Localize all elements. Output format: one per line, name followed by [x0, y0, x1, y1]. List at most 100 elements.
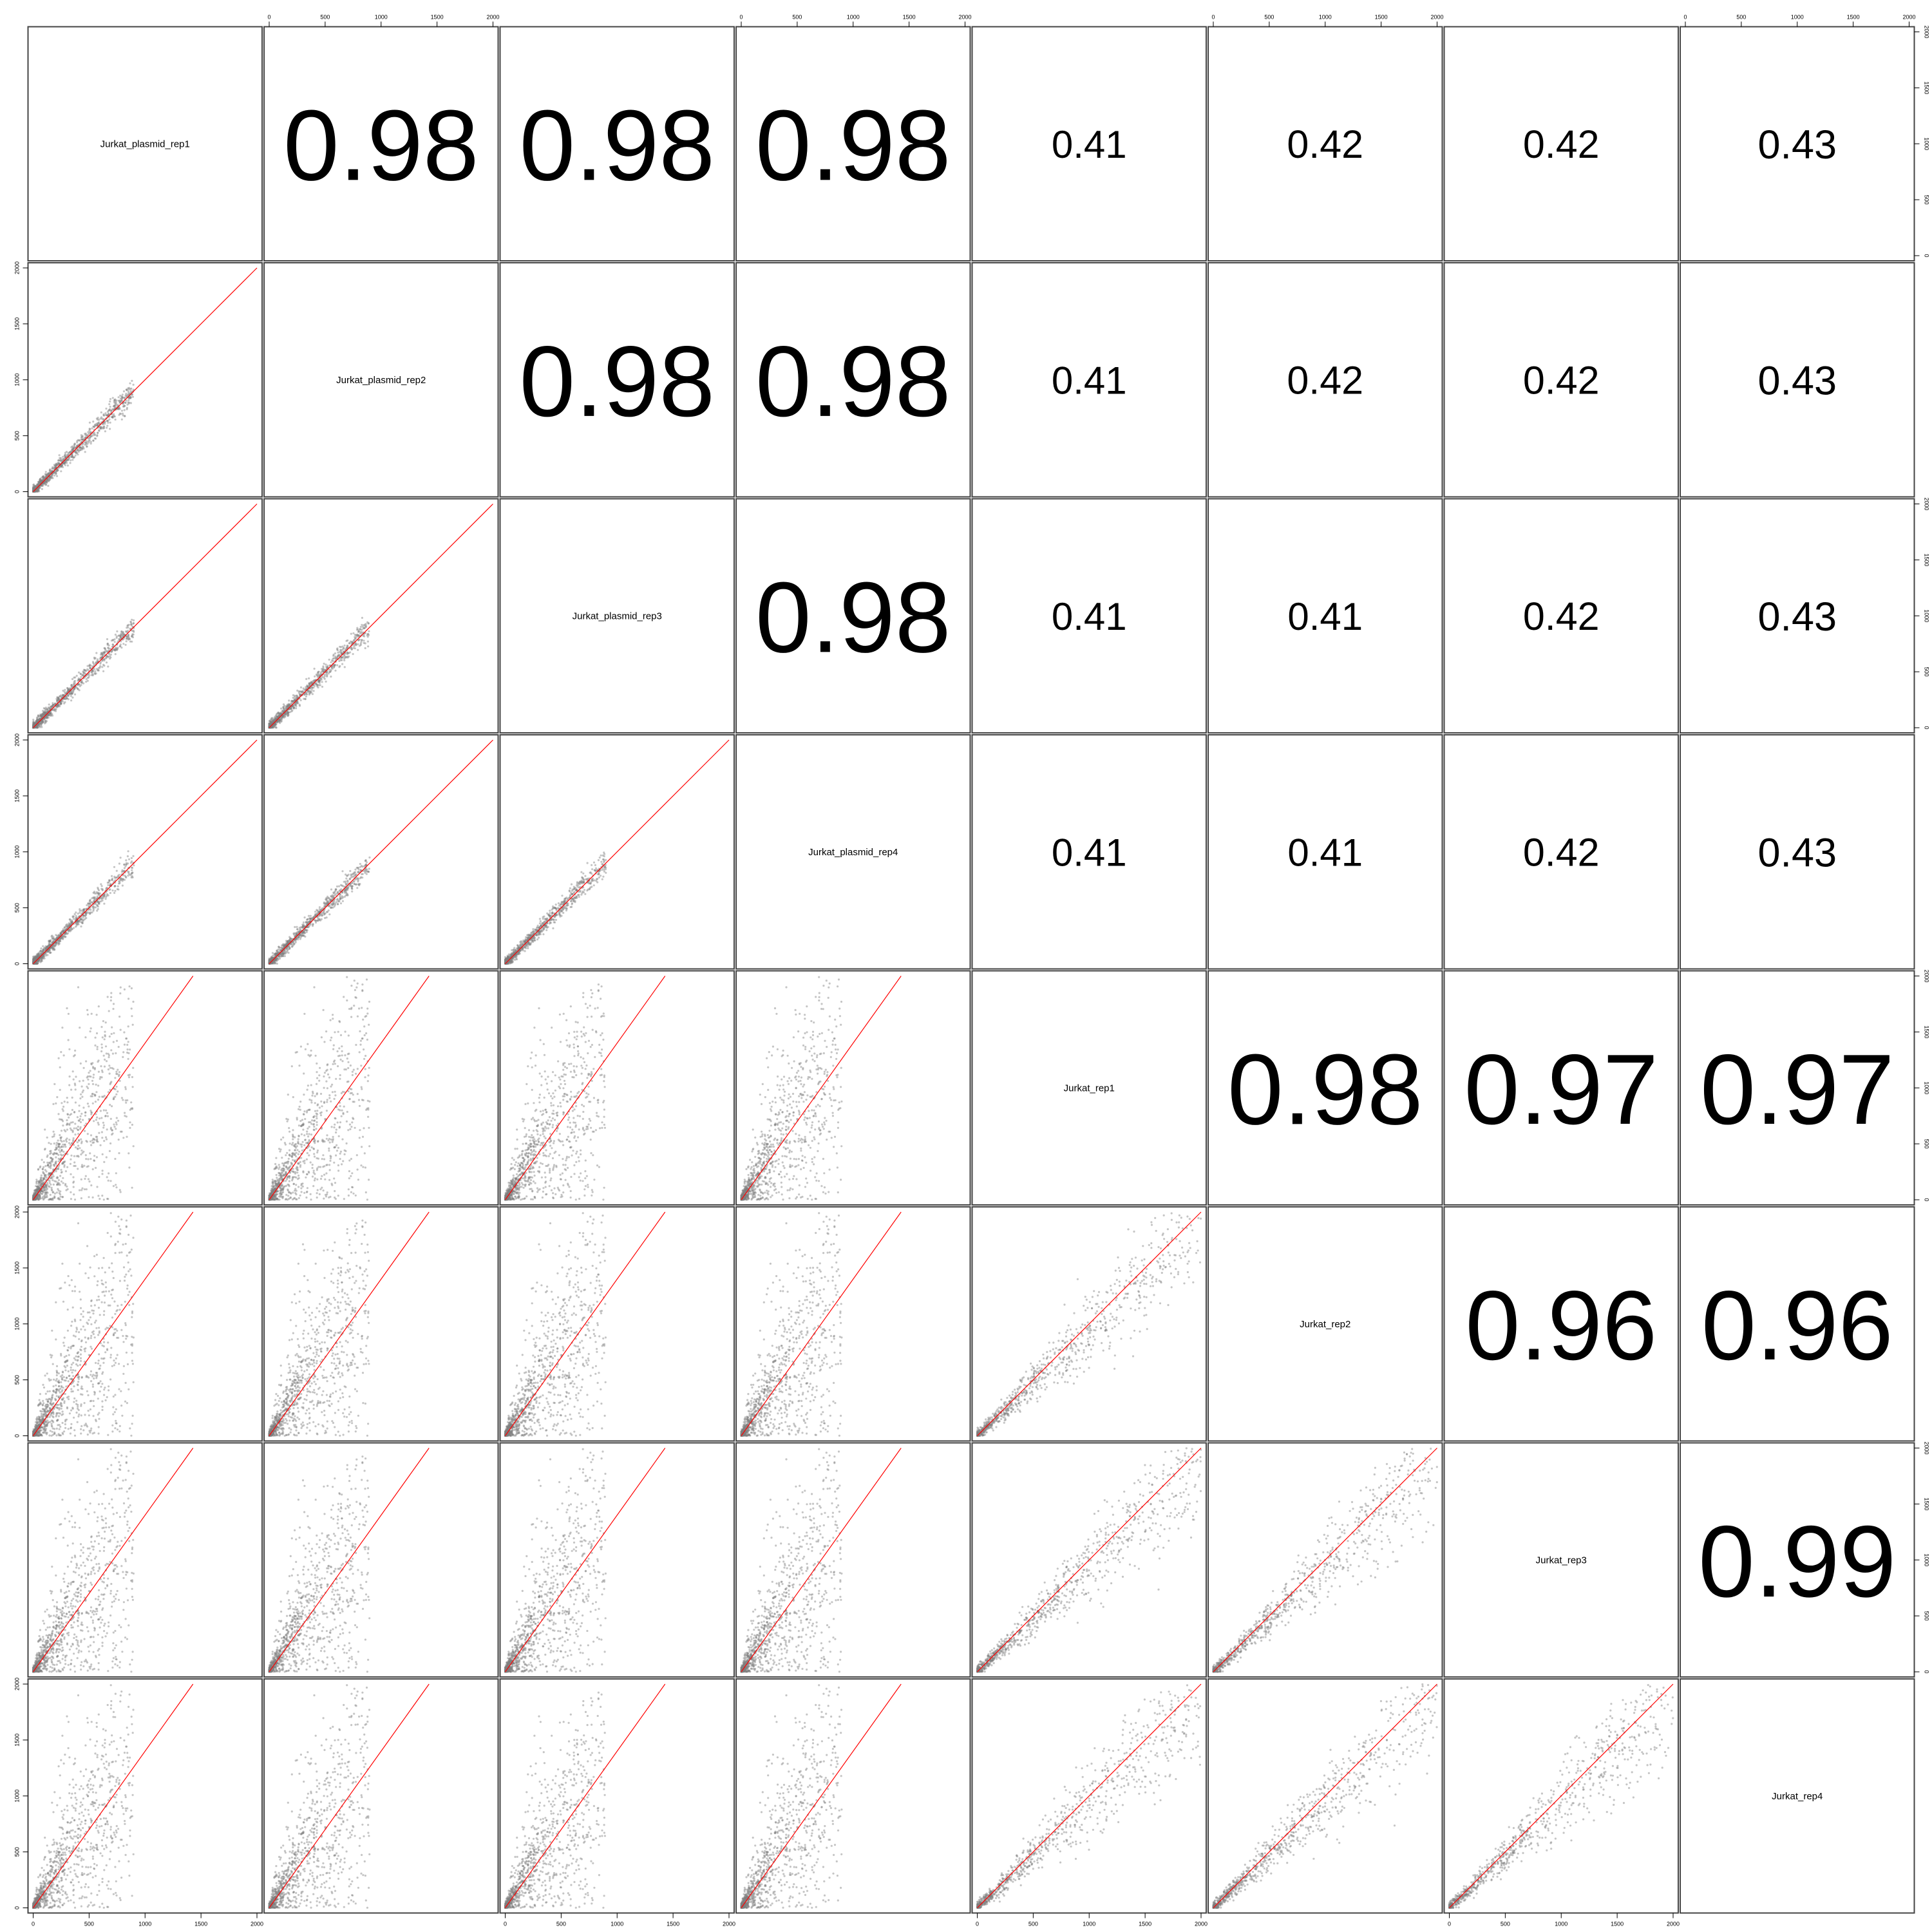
- data-point: [336, 885, 339, 888]
- data-point: [91, 427, 93, 430]
- data-point: [346, 879, 349, 882]
- data-point: [339, 889, 341, 891]
- data-point: [341, 663, 344, 665]
- data-point: [367, 634, 370, 636]
- data-point: [97, 422, 100, 424]
- data-point: [301, 926, 303, 929]
- data-point: [50, 476, 53, 478]
- data-point: [73, 693, 77, 696]
- data-point: [50, 471, 52, 473]
- data-point: [341, 870, 344, 873]
- data-point: [330, 676, 332, 678]
- data-point: [357, 630, 359, 633]
- data-point: [82, 671, 85, 674]
- data-point: [537, 936, 540, 939]
- data-point: [97, 417, 99, 419]
- data-point: [37, 483, 39, 486]
- data-point: [328, 896, 330, 900]
- data-point: [345, 656, 348, 659]
- data-point: [49, 712, 52, 714]
- data-point: [299, 686, 303, 688]
- data-point: [308, 925, 310, 927]
- data-point: [126, 403, 129, 406]
- data-point: [133, 864, 135, 867]
- data-point: [108, 644, 110, 647]
- data-point: [70, 929, 72, 931]
- data-point: [570, 883, 573, 886]
- data-point: [84, 432, 87, 435]
- data-point: [104, 430, 106, 433]
- data-point: [360, 873, 363, 875]
- data-point: [63, 461, 66, 464]
- data-point: [328, 904, 331, 907]
- correlation-value: 0.41: [1287, 595, 1363, 638]
- data-point: [328, 913, 331, 916]
- data-point: [108, 403, 111, 406]
- data-point: [120, 400, 122, 402]
- data-point: [61, 466, 64, 469]
- data-point: [109, 400, 111, 403]
- data-point: [86, 679, 89, 682]
- data-point: [57, 705, 60, 707]
- data-point: [62, 455, 64, 458]
- data-point: [332, 891, 335, 894]
- data-point: [70, 459, 72, 462]
- data-point: [128, 399, 130, 402]
- data-point: [582, 872, 585, 875]
- data-point: [113, 866, 116, 868]
- data-point: [96, 895, 99, 898]
- data-point: [354, 868, 357, 871]
- data-point: [58, 942, 61, 945]
- correlation-value: 0.98: [755, 326, 951, 438]
- data-point: [44, 481, 46, 484]
- data-point: [112, 414, 115, 417]
- data-point: [38, 487, 41, 489]
- data-point: [80, 684, 82, 687]
- data-point: [124, 875, 126, 877]
- correlation-value: 0.42: [1287, 359, 1363, 402]
- data-point: [126, 627, 128, 629]
- data-point: [49, 951, 52, 954]
- data-point: [60, 470, 62, 473]
- data-point: [284, 707, 287, 710]
- data-point: [131, 867, 134, 869]
- panel-frame: [1208, 26, 1443, 261]
- data-point: [81, 911, 84, 914]
- data-point: [130, 623, 133, 625]
- data-point: [603, 870, 606, 873]
- data-point: [601, 854, 604, 857]
- correlation-value: 0.42: [1523, 594, 1600, 638]
- data-point: [34, 490, 37, 493]
- data-point: [108, 655, 111, 658]
- data-point: [123, 864, 126, 866]
- data-point: [133, 619, 135, 621]
- data-point: [100, 885, 103, 887]
- data-point: [336, 898, 338, 901]
- data-point: [71, 455, 73, 458]
- data-point: [53, 464, 55, 466]
- data-point: [353, 882, 355, 886]
- data-point: [299, 699, 302, 701]
- data-point: [130, 387, 133, 390]
- data-point: [71, 454, 73, 457]
- data-point: [314, 911, 317, 913]
- data-point: [85, 441, 88, 444]
- data-point: [360, 632, 363, 634]
- panel-2-1: [263, 498, 499, 734]
- data-point: [81, 439, 84, 441]
- data-point: [77, 439, 79, 442]
- data-point: [318, 908, 321, 911]
- data-point: [331, 667, 334, 670]
- data-point: [61, 464, 63, 467]
- data-point: [64, 935, 67, 938]
- data-point: [60, 465, 62, 468]
- data-point: [357, 879, 359, 882]
- data-point: [44, 952, 47, 956]
- data-point: [92, 908, 95, 911]
- data-point: [354, 644, 357, 647]
- data-point: [356, 627, 359, 629]
- data-point: [101, 666, 104, 668]
- data-point: [48, 707, 50, 710]
- data-point: [59, 940, 61, 942]
- data-point: [69, 918, 71, 921]
